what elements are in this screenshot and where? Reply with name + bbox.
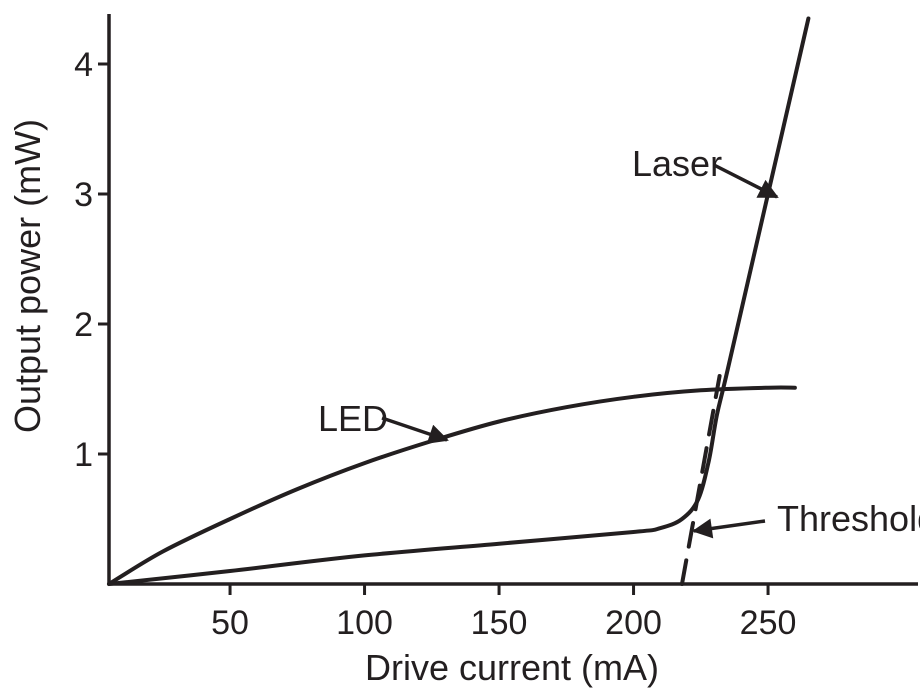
x-tick-label: 200	[605, 604, 662, 642]
series-led-line	[107, 385, 797, 586]
y-tick-label: 3	[74, 176, 93, 214]
x-tick-label: 50	[211, 604, 249, 642]
x-axis-title: Drive current (mA)	[365, 647, 659, 688]
y-tick-label: 1	[74, 436, 93, 474]
annotation-led-arrow	[381, 416, 449, 444]
annotation-laser-label: Laser	[632, 143, 722, 184]
x-tick-label: 250	[740, 604, 797, 642]
y-axis-title: Output power (mW)	[7, 119, 48, 433]
x-ticks: 50 100 150 200 250	[211, 584, 796, 642]
series-layer	[107, 16, 811, 586]
annotation-threshold-arrow	[692, 518, 766, 539]
x-tick-label: 100	[336, 604, 393, 642]
y-ticks: 1 2 3 4	[74, 46, 109, 474]
series-threshold-line	[680, 374, 722, 586]
annotation-laser: Laser	[632, 143, 779, 199]
x-tick-label: 150	[471, 604, 528, 642]
annotation-laser-arrow	[713, 163, 779, 199]
y-tick-label: 2	[74, 306, 93, 344]
annotation-led-label: LED	[318, 398, 388, 439]
y-tick-label: 4	[74, 46, 93, 84]
annotation-threshold-label: Threshold	[777, 498, 920, 539]
series-laser-line	[107, 16, 811, 586]
annotation-led: LED	[318, 398, 449, 444]
annotation-threshold: Threshold	[692, 498, 920, 539]
